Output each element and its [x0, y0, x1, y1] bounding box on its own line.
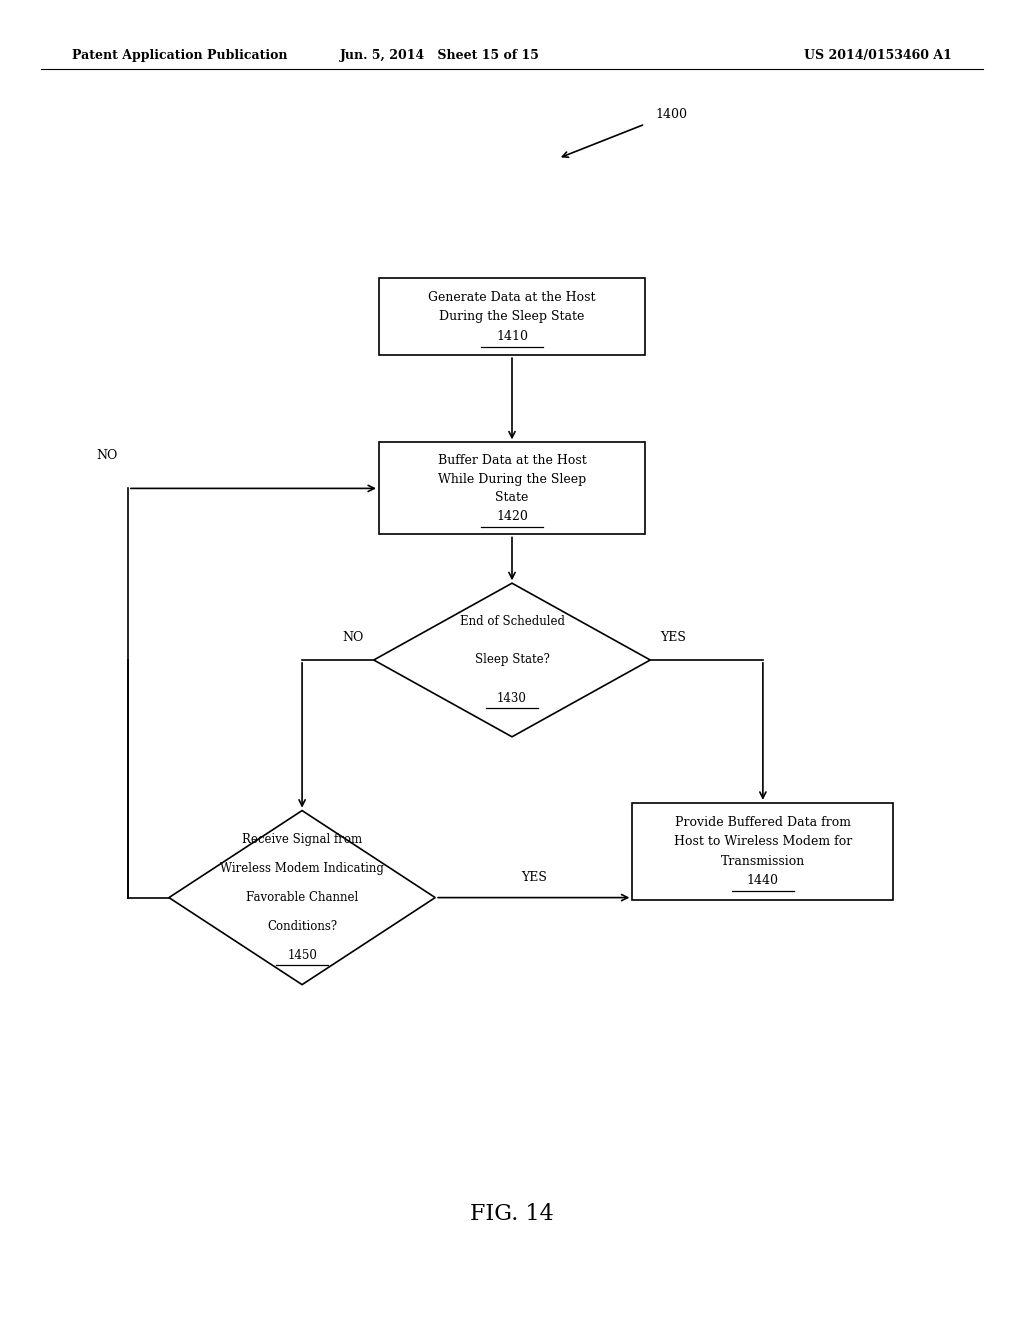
- Text: Jun. 5, 2014   Sheet 15 of 15: Jun. 5, 2014 Sheet 15 of 15: [340, 49, 541, 62]
- Bar: [379, 442, 645, 535]
- Text: End of Scheduled: End of Scheduled: [460, 615, 564, 628]
- Text: 1440: 1440: [746, 874, 779, 887]
- Text: YES: YES: [521, 871, 547, 884]
- Text: Sleep State?: Sleep State?: [474, 653, 550, 667]
- Text: While During the Sleep: While During the Sleep: [438, 473, 586, 486]
- Text: Transmission: Transmission: [721, 854, 805, 867]
- Bar: [632, 803, 893, 900]
- Text: 1400: 1400: [655, 108, 687, 121]
- Text: 1450: 1450: [287, 949, 317, 962]
- Text: 1430: 1430: [497, 692, 527, 705]
- Polygon shape: [374, 583, 650, 737]
- Text: Patent Application Publication: Patent Application Publication: [72, 49, 287, 62]
- Polygon shape: [169, 810, 435, 985]
- Text: NO: NO: [342, 631, 364, 644]
- Text: Conditions?: Conditions?: [267, 920, 337, 933]
- Text: During the Sleep State: During the Sleep State: [439, 310, 585, 323]
- Bar: [379, 279, 645, 355]
- Text: 1420: 1420: [496, 510, 528, 523]
- Text: 1410: 1410: [496, 330, 528, 342]
- Text: State: State: [496, 491, 528, 504]
- Text: Wireless Modem Indicating: Wireless Modem Indicating: [220, 862, 384, 875]
- Text: NO: NO: [96, 449, 118, 462]
- Text: Host to Wireless Modem for: Host to Wireless Modem for: [674, 836, 852, 849]
- Text: Favorable Channel: Favorable Channel: [246, 891, 358, 904]
- Text: Receive Signal from: Receive Signal from: [242, 833, 362, 846]
- Text: Generate Data at the Host: Generate Data at the Host: [428, 292, 596, 304]
- Text: Provide Buffered Data from: Provide Buffered Data from: [675, 816, 851, 829]
- Text: US 2014/0153460 A1: US 2014/0153460 A1: [805, 49, 952, 62]
- Text: YES: YES: [660, 631, 686, 644]
- Text: FIG. 14: FIG. 14: [470, 1204, 554, 1225]
- Text: Buffer Data at the Host: Buffer Data at the Host: [437, 454, 587, 467]
